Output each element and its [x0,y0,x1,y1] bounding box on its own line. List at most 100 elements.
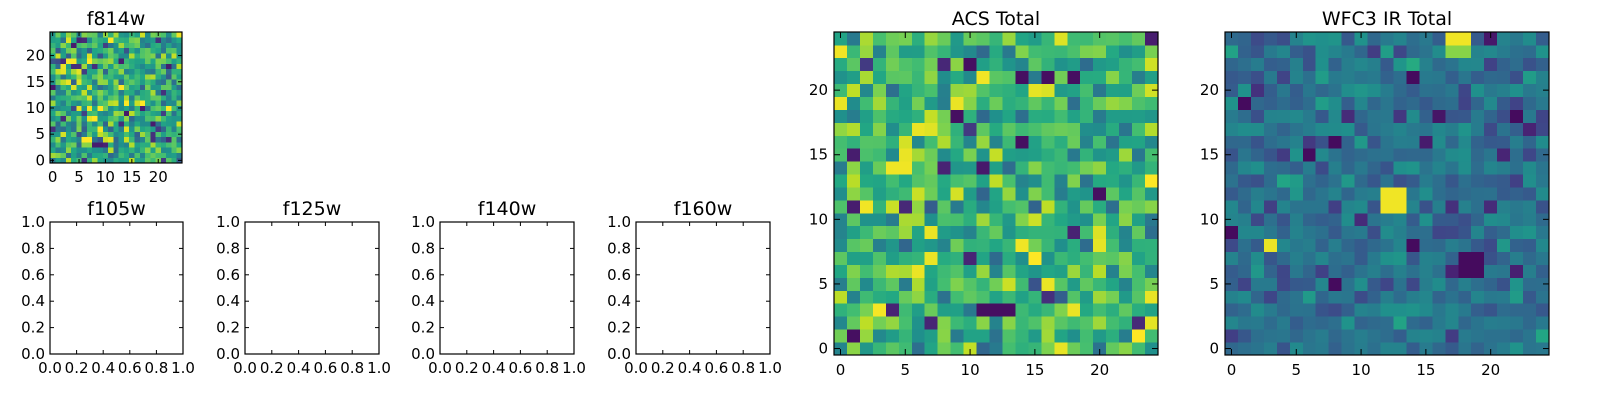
heatmap-cell [976,199,990,214]
heatmap-cell [1367,122,1381,136]
heatmap-cell [898,148,913,162]
heatmap-cell [1263,109,1278,123]
heatmap-cell [97,157,104,164]
heatmap-cell [1341,83,1355,97]
heatmap-cell [1367,212,1381,227]
heatmap-cell [937,83,952,97]
heatmap-cell [113,68,120,75]
heatmap-cell [60,68,67,75]
heatmap-cell [1380,122,1394,136]
heatmap-cell [1341,225,1355,240]
heatmap-cell [937,44,952,59]
heatmap-cell [1119,122,1133,136]
heatmap-cell [86,32,93,38]
heatmap-cell [1458,251,1472,265]
heatmap-cell [834,32,848,46]
heatmap-cell [1445,212,1459,227]
heatmap-cell [86,136,93,143]
heatmap-cell [166,52,172,59]
heatmap-cell [1445,187,1459,201]
heatmap-cell [1419,135,1433,149]
heatmap-cell [1419,70,1433,85]
y-tick-label: 0.0 [216,345,240,363]
heatmap-cell [139,42,146,49]
heatmap-cell [950,83,964,97]
heatmap-cell [118,89,125,96]
heatmap-cell [55,110,61,117]
heatmap-cell [129,115,135,122]
heatmap-cell [1080,109,1094,123]
heatmap-cell [1276,277,1291,291]
heatmap-cell [1263,303,1278,317]
heatmap-cell [859,44,874,59]
heatmap-cell [1328,109,1343,123]
heatmap-cell [1067,187,1081,201]
heatmap-cell [1028,44,1042,59]
heatmap-cell [50,68,56,75]
heatmap-cell [1132,303,1146,317]
heatmap-cell [1510,316,1524,330]
heatmap-cell [134,89,141,96]
heatmap-cell [171,84,178,91]
heatmap-cell [1054,187,1068,201]
heatmap-cell [1471,32,1485,46]
heatmap-cell [65,136,72,143]
heatmap-cell [1302,174,1317,188]
axes-frame-acs-total [833,31,1159,356]
heatmap-cell [1145,187,1159,201]
heatmap-cell [1093,238,1107,253]
heatmap-cell [86,115,93,122]
heatmap-cell [885,303,900,317]
panel-title-f105w: f105w [87,198,146,220]
heatmap-cell [129,110,135,117]
heatmap-cell [92,100,98,106]
heatmap-cell [118,115,125,122]
heatmap-cell [1354,83,1368,97]
heatmap-cell [1119,277,1133,291]
heatmap-cell [1445,32,1459,46]
heatmap-cell [1458,264,1472,278]
heatmap-cell [1263,96,1278,110]
heatmap-cell [1054,161,1068,175]
heatmap-cell [113,152,120,159]
heatmap-cell [1237,342,1252,356]
heatmap-cell [924,135,939,149]
heatmap-cell [1458,199,1472,214]
heatmap-cell [123,136,130,143]
heatmap-cell [155,63,162,70]
heatmap-cell [989,342,1003,356]
heatmap-cell [1380,238,1394,253]
heatmap-cell [1119,329,1133,343]
heatmap-cell [108,42,114,49]
heatmap-cell [71,100,77,106]
heatmap-cell [150,147,156,153]
heatmap-cell [1067,83,1081,97]
heatmap-cell [1080,329,1094,343]
heatmap-cell [1276,83,1291,97]
y-tick-label: 0.8 [216,239,240,257]
heatmap-cell [1250,57,1265,72]
heatmap-cell [1093,264,1107,278]
heatmap-cell [1302,329,1317,343]
heatmap-cell [1263,264,1278,278]
heatmap-cell [129,126,135,132]
y-tick-label: 0 [35,151,45,169]
heatmap-cell [1067,161,1081,175]
heatmap-cell [1380,290,1394,304]
heatmap-cell [129,136,135,143]
heatmap-cell [1080,277,1094,291]
heatmap-cell [102,68,109,75]
heatmap-cell [113,115,120,122]
heatmap-cell [911,238,926,253]
heatmap-cell [950,303,964,317]
heatmap-cell [1315,251,1330,265]
heatmap-cell [71,63,77,70]
heatmap-cell [898,225,913,240]
heatmap-cell [1497,225,1511,240]
heatmap-cell [1119,303,1133,317]
heatmap-cell [1080,70,1094,85]
heatmap-cell [1380,199,1394,214]
heatmap-cell [1250,70,1265,85]
heatmap-cell [1080,161,1094,175]
heatmap-cell [118,68,125,75]
